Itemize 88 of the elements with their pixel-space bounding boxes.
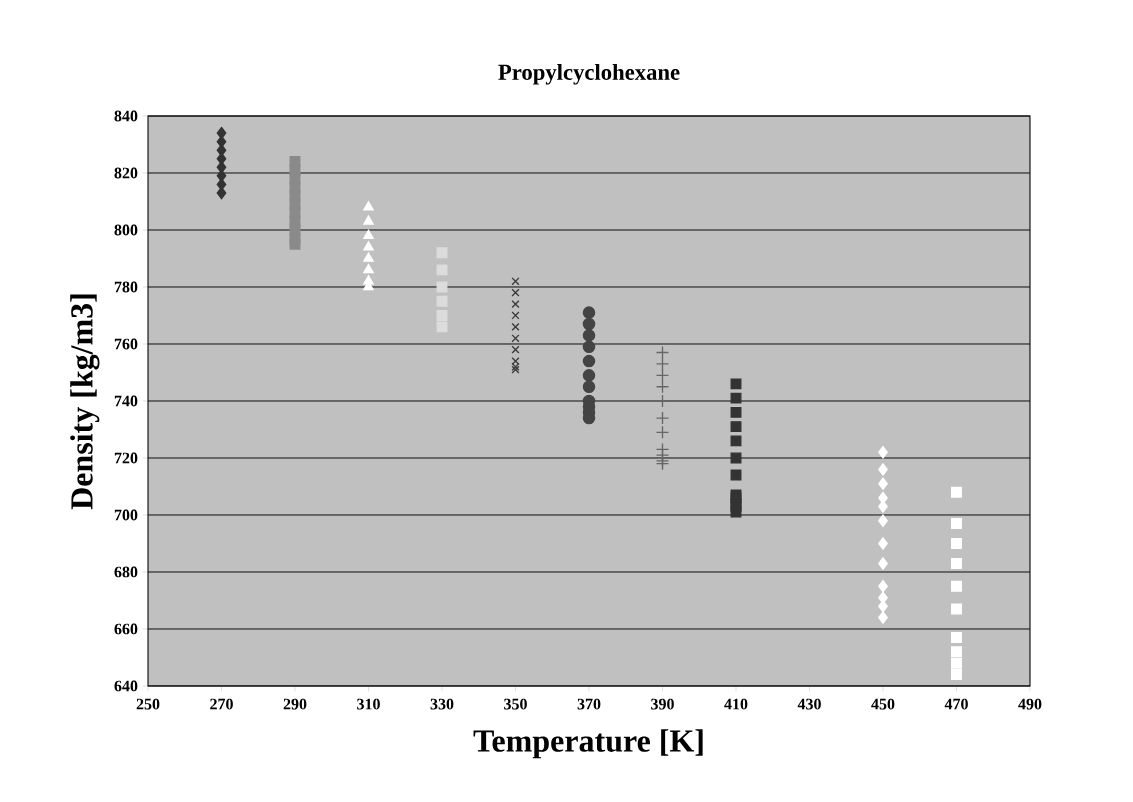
point bbox=[511, 277, 520, 286]
point bbox=[878, 446, 888, 459]
x-tick-label: 350 bbox=[504, 698, 527, 710]
point bbox=[511, 345, 520, 354]
y-tick-label: 800 bbox=[114, 224, 138, 236]
point bbox=[582, 317, 596, 331]
point bbox=[363, 263, 374, 274]
x-tick-label: 410 bbox=[724, 698, 748, 710]
y-tick-label: 680 bbox=[114, 566, 138, 578]
x-tick-label: 490 bbox=[1018, 698, 1042, 710]
point bbox=[289, 238, 301, 250]
point bbox=[730, 378, 742, 390]
point bbox=[878, 514, 888, 527]
point bbox=[511, 300, 520, 309]
point bbox=[730, 421, 742, 433]
x-tick-label: 470 bbox=[944, 698, 968, 710]
point bbox=[436, 310, 448, 321]
point bbox=[951, 580, 962, 592]
point bbox=[363, 252, 374, 262]
x-tick-label: 370 bbox=[577, 698, 601, 710]
y-tick-label: 840 bbox=[114, 110, 138, 122]
y-tick-label: 700 bbox=[114, 509, 138, 521]
point bbox=[511, 365, 520, 374]
point bbox=[655, 380, 670, 394]
point bbox=[730, 406, 742, 418]
point bbox=[582, 354, 596, 368]
point bbox=[363, 215, 374, 225]
point bbox=[511, 334, 520, 343]
y-tick-label: 740 bbox=[114, 395, 138, 407]
point bbox=[878, 557, 888, 570]
point bbox=[582, 369, 596, 382]
point bbox=[655, 345, 670, 360]
point bbox=[951, 518, 962, 530]
y-tick-label: 640 bbox=[114, 680, 138, 692]
x-tick-label: 310 bbox=[357, 698, 380, 710]
point bbox=[511, 357, 520, 366]
x-tick-label: 430 bbox=[797, 698, 821, 710]
point bbox=[582, 306, 596, 319]
point bbox=[730, 392, 742, 404]
point bbox=[951, 557, 962, 569]
point bbox=[951, 538, 962, 549]
x-axis-title: Temperature [K] bbox=[473, 729, 703, 759]
y-tick-label: 660 bbox=[114, 623, 138, 635]
point bbox=[363, 229, 374, 240]
point bbox=[363, 201, 374, 211]
x-tick-label: 330 bbox=[430, 698, 454, 710]
point bbox=[436, 295, 448, 307]
point bbox=[878, 611, 888, 624]
point bbox=[878, 537, 888, 550]
x-tick-label: 390 bbox=[651, 698, 674, 710]
y-tick-label: 780 bbox=[114, 281, 138, 293]
point bbox=[730, 469, 742, 481]
point bbox=[878, 477, 888, 490]
point bbox=[951, 646, 962, 658]
x-tick-label: 270 bbox=[210, 698, 233, 710]
point bbox=[511, 322, 520, 331]
point bbox=[436, 247, 448, 259]
y-tick-label: 720 bbox=[114, 452, 138, 464]
point bbox=[511, 288, 520, 297]
y-tick-label: 820 bbox=[114, 167, 138, 179]
point bbox=[878, 463, 888, 476]
point bbox=[216, 186, 227, 200]
point bbox=[436, 264, 448, 276]
point bbox=[655, 411, 670, 425]
point bbox=[655, 425, 670, 440]
point bbox=[951, 603, 962, 615]
point bbox=[582, 340, 596, 354]
point bbox=[951, 669, 962, 681]
point bbox=[655, 357, 670, 371]
point bbox=[582, 380, 596, 393]
point bbox=[951, 632, 962, 644]
point bbox=[730, 506, 742, 518]
point bbox=[951, 657, 962, 669]
y-tick-label: 760 bbox=[114, 338, 138, 350]
y-axis-title: Density [kg/m3] bbox=[70, 294, 100, 510]
point bbox=[582, 329, 596, 342]
x-tick-label: 250 bbox=[136, 698, 160, 710]
point bbox=[511, 311, 520, 320]
point bbox=[363, 241, 374, 251]
x-tick-label: 290 bbox=[283, 698, 307, 710]
point bbox=[951, 486, 962, 498]
point bbox=[730, 435, 742, 447]
point bbox=[878, 579, 888, 593]
point bbox=[655, 368, 670, 383]
x-tick-label: 450 bbox=[871, 698, 895, 710]
point bbox=[436, 321, 448, 333]
chart-title: Propylcyclohexane bbox=[498, 63, 680, 85]
point bbox=[511, 362, 520, 371]
